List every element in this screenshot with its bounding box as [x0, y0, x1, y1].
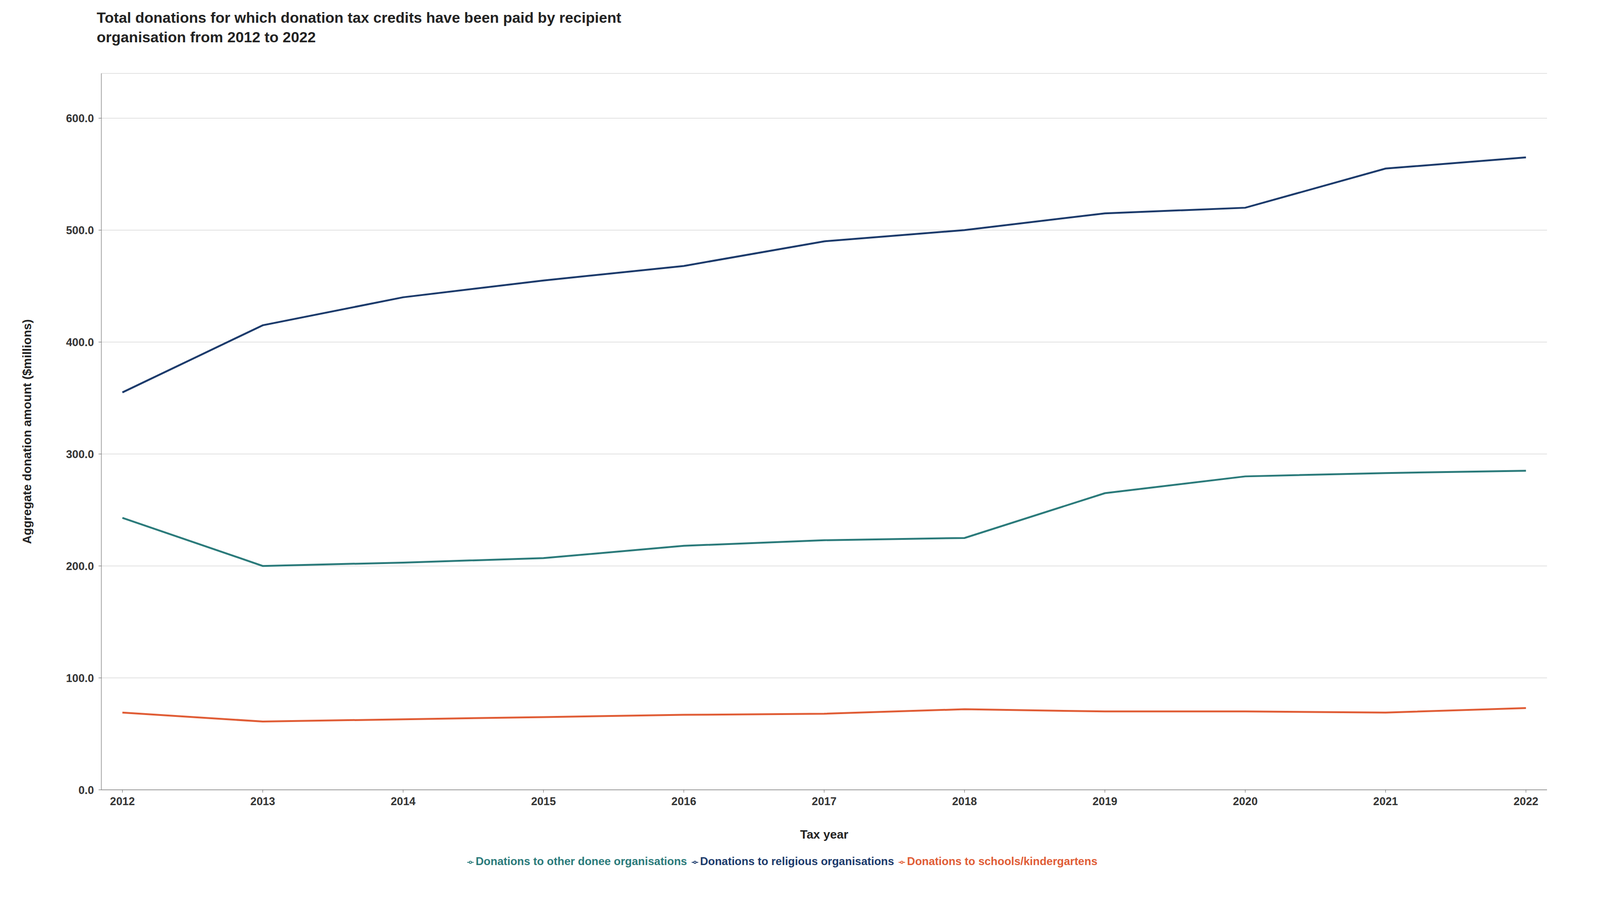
svg-text:2018: 2018: [952, 795, 977, 808]
html-text:Donations to other donee organ: Donations to other donee organisations: [475, 855, 688, 868]
svg-text:300.0: 300.0: [66, 448, 94, 461]
svg-text:2016: 2016: [671, 795, 696, 808]
html-text:Total donations for which dona: Total donations for which donation tax c…: [96, 9, 622, 46]
svg-text:2013: 2013: [250, 795, 276, 808]
svg-text:400.0: 400.0: [66, 336, 94, 349]
svg-text:600.0: 600.0: [66, 112, 94, 125]
svg-text:2019: 2019: [1092, 795, 1118, 808]
html-text:Donations to religious organis: Donations to religious organisations: [700, 855, 895, 868]
svg-text:500.0: 500.0: [66, 224, 94, 237]
svg-text:0.0: 0.0: [78, 784, 94, 797]
svg-text:2012: 2012: [110, 795, 135, 808]
svg-text:100.0: 100.0: [66, 672, 94, 685]
svg-text:200.0: 200.0: [66, 560, 94, 573]
svg-text:2021: 2021: [1373, 795, 1398, 808]
svg-text:2014: 2014: [390, 795, 416, 808]
svg-text:2017: 2017: [811, 795, 837, 808]
html-text:Donations to schools/kindergar: Donations to schools/kindergartens: [907, 855, 1098, 868]
svg-text:Aggregate donation amount ($mi: Aggregate donation amount ($millions): [19, 319, 34, 545]
svg-text:2020: 2020: [1232, 795, 1258, 808]
svg-text:2015: 2015: [530, 795, 556, 808]
svg-text:Tax year: Tax year: [800, 827, 849, 842]
svg-text:2022: 2022: [1513, 795, 1539, 808]
